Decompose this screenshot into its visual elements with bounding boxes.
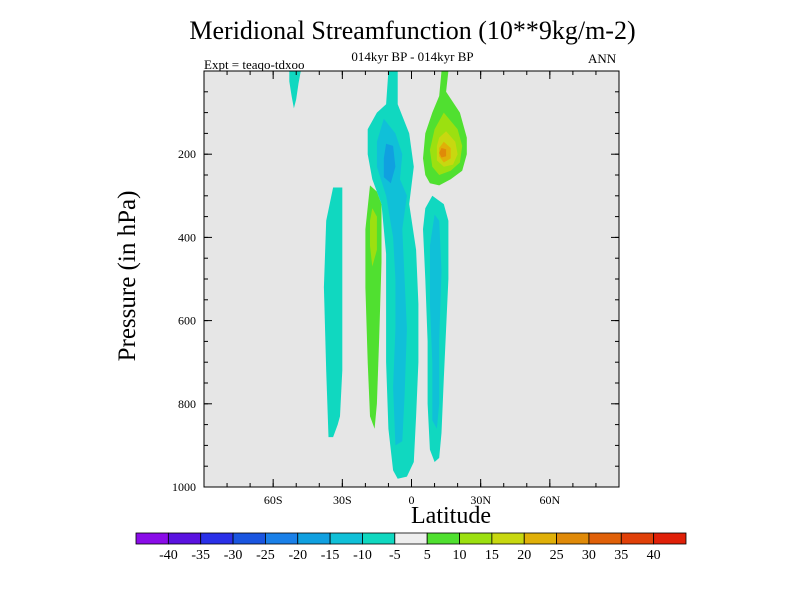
x-axis-label: Latitude	[411, 503, 491, 529]
colorbar-label: -20	[288, 548, 307, 563]
contour-equatorial-negative-core	[383, 143, 396, 184]
colorbar-label: 25	[550, 548, 564, 563]
y-tick-label: 400	[178, 230, 196, 244]
colorbar-swatch	[426, 532, 460, 545]
colorbar-label: 40	[647, 548, 661, 563]
colorbar-swatch	[232, 532, 266, 545]
colorbar-label: -40	[159, 548, 178, 563]
x-tick-label: 60S	[264, 493, 283, 507]
x-tick-label: 0	[409, 493, 415, 507]
colorbar-label: 15	[485, 548, 499, 563]
x-tick-label: 60N	[539, 493, 560, 507]
colorbar-swatch	[523, 532, 557, 545]
colorbar-swatch	[588, 532, 622, 545]
colorbar-label: -5	[389, 548, 401, 563]
colorbar-label: -15	[321, 548, 340, 563]
y-tick-label: 1000	[172, 480, 196, 494]
colorbar-swatch	[167, 532, 202, 545]
colorbar-label: 5	[424, 548, 431, 563]
contour-sh-positive-core	[370, 208, 377, 267]
colorbar-swatch	[135, 532, 169, 545]
colorbar-label: -35	[191, 548, 210, 563]
colorbar-swatch	[265, 532, 299, 545]
colorbar-swatch	[394, 532, 428, 545]
colorbar-label: 20	[517, 548, 531, 563]
x-tick-label: 30N	[470, 493, 491, 507]
y-tick-label: 200	[178, 147, 196, 161]
colorbar-swatch	[200, 532, 234, 545]
colorbar-swatch	[653, 532, 687, 545]
experiment-label: Expt = teaqo-tdxoo	[204, 57, 305, 72]
colorbar-label: 35	[614, 548, 628, 563]
chart-title: Meridional Streamfunction (10**9kg/m-2)	[189, 16, 636, 45]
colorbar-label: 30	[582, 548, 596, 563]
y-tick-label: 600	[178, 314, 196, 328]
period-label: ANN	[588, 51, 617, 66]
colorbar-label: -25	[256, 548, 275, 563]
colorbar-swatch	[297, 532, 331, 545]
contour-sh-mid-negative-cell	[323, 187, 343, 438]
colorbar-swatch	[556, 532, 590, 545]
colorbar-label: 10	[453, 548, 467, 563]
colorbar-label: -10	[353, 548, 372, 563]
contour-sh-positive-cell	[365, 185, 382, 429]
colorbar-swatch	[459, 532, 493, 545]
contour-nh-upper-positive-peak	[439, 148, 447, 158]
contour-equatorial-negative-inner	[376, 118, 407, 446]
y-tick-label: 800	[178, 397, 196, 411]
chart-subtitle: 014kyr BP - 014kyr BP	[351, 49, 474, 64]
x-tick-label: 30S	[333, 493, 352, 507]
colorbar-swatch	[491, 532, 525, 545]
colorbar-label: -30	[224, 548, 243, 563]
colorbar-swatch	[620, 532, 655, 545]
colorbar-swatch	[329, 532, 363, 545]
contour-sh-upper-weak-cell	[289, 71, 301, 109]
contour-nh-negative-inner	[429, 214, 442, 429]
colorbar-swatch	[362, 532, 396, 545]
